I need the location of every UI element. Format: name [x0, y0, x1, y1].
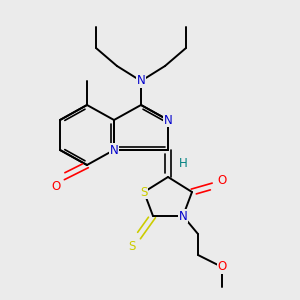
Text: S: S — [128, 239, 136, 253]
Text: H: H — [178, 157, 188, 170]
Text: N: N — [164, 113, 172, 127]
Text: O: O — [218, 260, 226, 274]
Text: N: N — [178, 209, 188, 223]
Text: O: O — [218, 173, 226, 187]
Text: O: O — [51, 180, 60, 193]
Text: N: N — [110, 143, 118, 157]
Text: S: S — [140, 185, 148, 199]
Text: N: N — [136, 74, 146, 88]
